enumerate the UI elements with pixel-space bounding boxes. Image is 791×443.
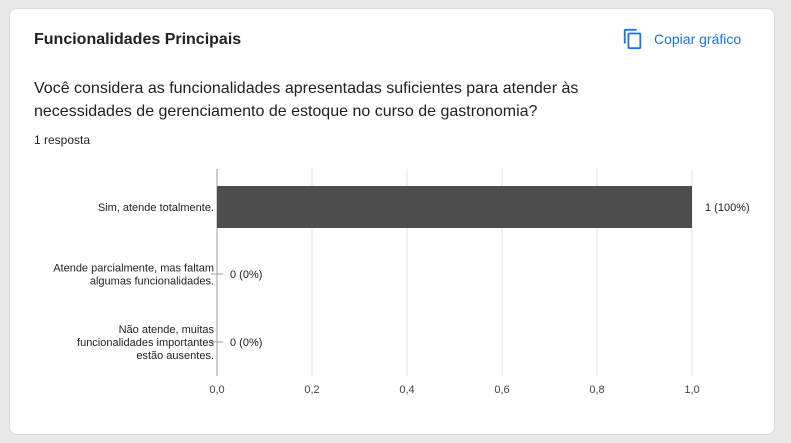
chart-card: Funcionalidades Principais Copiar gráfic… xyxy=(9,8,775,435)
x-tick-label: 1,0 xyxy=(684,384,699,396)
x-tick-label: 0,8 xyxy=(589,384,604,396)
question-text: Você considera as funcionalidades aprese… xyxy=(34,80,579,120)
x-tick-label: 0,6 xyxy=(494,384,509,396)
response-count: 1 resposta xyxy=(34,133,91,147)
bar xyxy=(217,186,692,228)
data-label: 0 (0%) xyxy=(230,337,262,349)
copy-chart-label: Copiar gráfico xyxy=(654,31,742,47)
category-label: Atende parcialmente, mas faltam algumas f… xyxy=(53,263,214,288)
section-title: Funcionalidades Principais xyxy=(34,31,242,48)
data-label: 0 (0%) xyxy=(230,269,262,281)
copy-icon xyxy=(623,28,642,50)
copy-chart-button[interactable]: Copiar gráfico xyxy=(622,27,741,51)
data-label: 1 (100%) xyxy=(705,202,750,214)
category-label: Sim, atende totalmente. xyxy=(98,202,214,214)
category-label: Não atende, muitas funcionalidades import… xyxy=(77,324,214,362)
x-tick-label: 0,0 xyxy=(209,384,224,396)
x-tick-label: 0,2 xyxy=(304,384,319,396)
x-tick-label: 0,4 xyxy=(399,384,414,396)
bar-chart: 0,0 0,2 0,4 0,6 0,8 1,0 Sim, atende totalmente… xyxy=(53,169,750,396)
